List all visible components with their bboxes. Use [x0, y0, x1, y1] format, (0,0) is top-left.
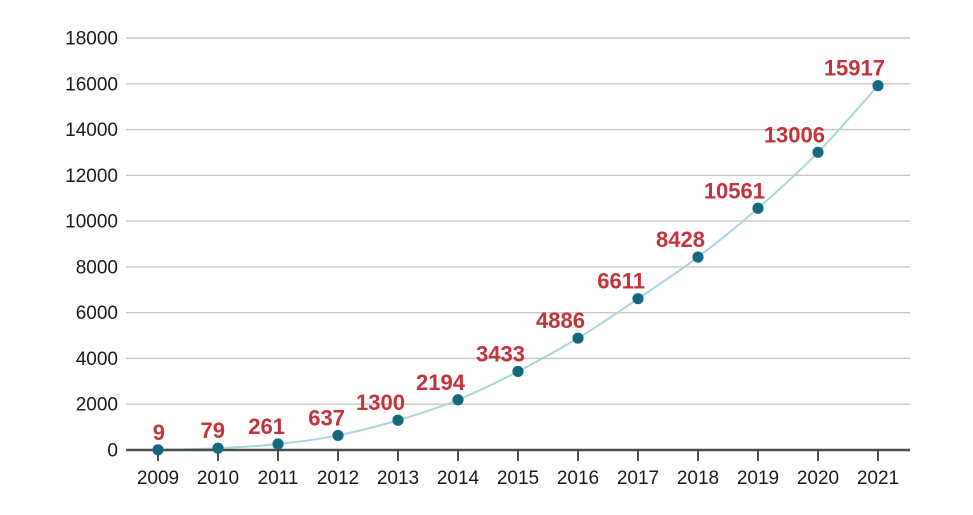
data-point: [152, 444, 164, 456]
data-point: [452, 394, 464, 406]
x-axis-tick-label: 2015: [497, 468, 539, 489]
y-axis-tick-label: 4000: [76, 349, 118, 370]
x-axis-tick-label: 2010: [197, 468, 239, 489]
y-axis-tick-label: 16000: [65, 74, 118, 95]
data-point: [212, 442, 224, 454]
data-point: [752, 202, 764, 214]
x-axis-tick-label: 2016: [557, 468, 599, 489]
x-axis-tick-label: 2011: [258, 468, 299, 489]
data-point-label: 637: [308, 405, 345, 430]
y-axis-tick-label: 12000: [65, 166, 118, 187]
data-point: [632, 293, 644, 305]
data-point: [872, 80, 884, 92]
data-point-label: 10561: [704, 178, 765, 203]
y-axis-tick-label: 0: [107, 441, 118, 462]
data-point: [572, 332, 584, 344]
data-point: [272, 438, 284, 450]
y-axis-tick-label: 8000: [76, 257, 118, 278]
y-axis-tick-label: 2000: [76, 395, 118, 416]
y-axis-tick-label: 10000: [65, 212, 118, 233]
data-point: [392, 414, 404, 426]
y-axis-tick-label: 6000: [76, 303, 118, 324]
x-axis-tick-label: 2021: [857, 468, 899, 489]
x-axis-tick-label: 2018: [677, 468, 719, 489]
x-axis-tick-label: 2019: [737, 468, 779, 489]
data-point: [692, 251, 704, 263]
data-point-label: 8428: [656, 227, 705, 252]
x-axis-tick-label: 2014: [437, 468, 480, 489]
data-point-label: 2194: [416, 370, 466, 395]
data-point-label: 3433: [476, 341, 525, 366]
data-point-label: 79: [201, 418, 225, 443]
x-axis-tick-label: 2009: [137, 468, 179, 489]
data-point: [812, 146, 824, 158]
data-point-label: 9: [153, 420, 165, 445]
data-point-label: 1300: [356, 390, 405, 415]
y-axis-tick-label: 18000: [65, 29, 118, 50]
x-axis-tick-label: 2017: [617, 468, 659, 489]
x-axis-tick-label: 2013: [377, 468, 419, 489]
data-point-label: 261: [248, 414, 285, 439]
data-point: [332, 429, 344, 442]
y-axis-tick-label: 14000: [65, 120, 118, 141]
data-point-label: 13006: [764, 122, 825, 147]
data-point-label: 15917: [824, 56, 885, 81]
data-point-label: 6611: [597, 269, 645, 294]
x-axis-tick-label: 2020: [797, 468, 839, 489]
data-point: [512, 365, 524, 378]
data-point-label: 4886: [536, 308, 585, 333]
x-axis-tick-label: 2012: [317, 468, 359, 489]
